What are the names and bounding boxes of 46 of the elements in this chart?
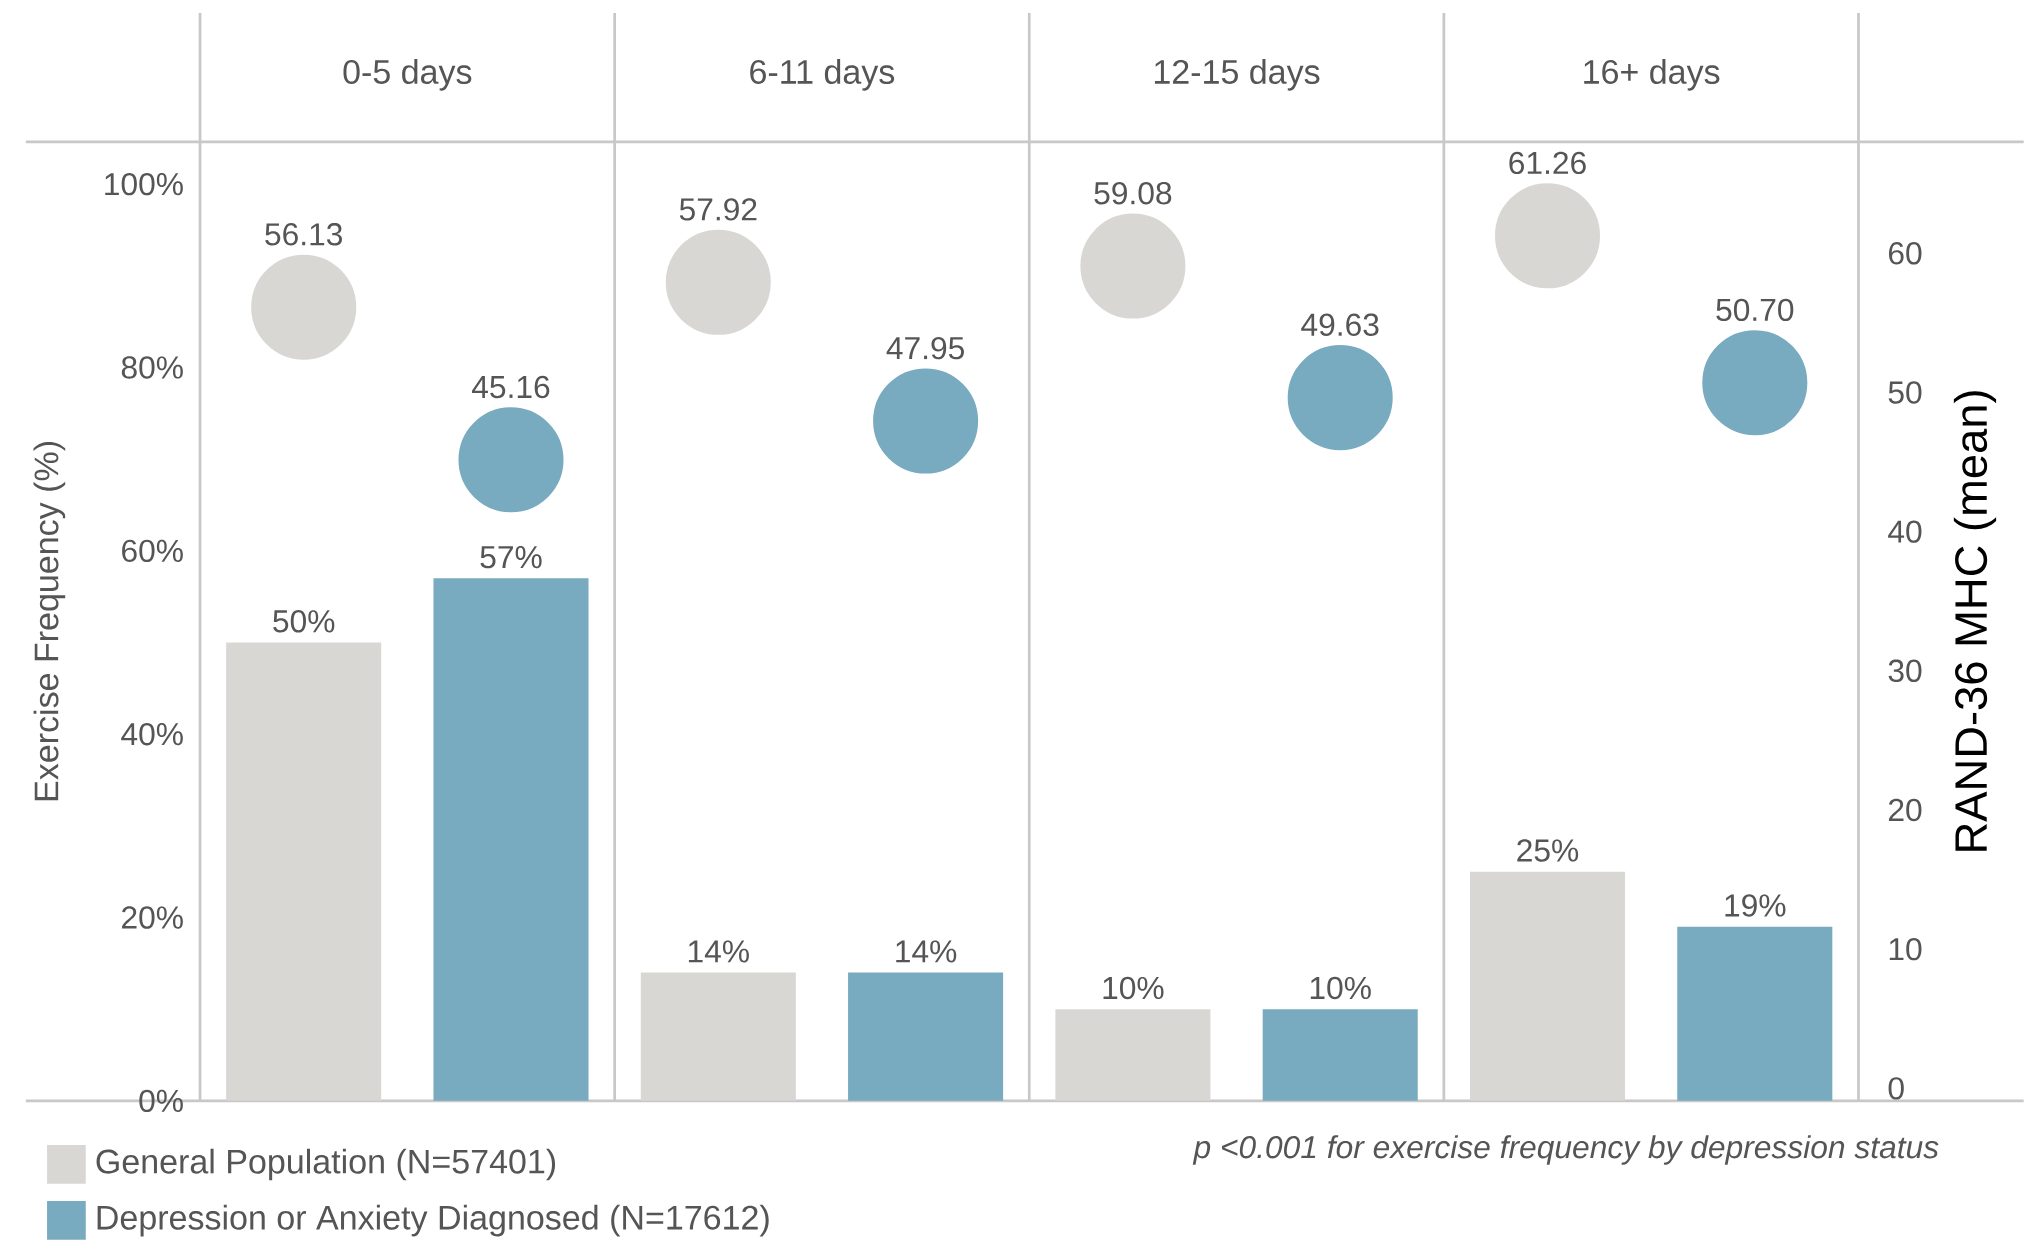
y2-tick-label: 30 [1888,659,1922,682]
data-label: 10% [1103,976,1164,1000]
x-tick-label: 6-11 days [750,58,895,91]
y-tick-label: 40% [121,722,183,746]
data-label: 25% [1517,839,1579,862]
data-label: 50.70 [1716,298,1794,321]
data-label: 47.95 [886,336,964,360]
bar [1677,926,1833,1101]
y2-tick-label: 0 [1888,1076,1904,1100]
data-label: 14% [688,940,749,963]
y-tick-label: 20% [122,906,183,929]
bar [1055,1009,1211,1101]
legend-label: General Population (N=57401) [96,1148,556,1181]
data-label: 19% [1725,894,1786,917]
x-tick-label: 16+ days [1584,58,1720,91]
bar [1262,1009,1418,1101]
bar [1469,871,1626,1101]
bar [640,972,796,1101]
data-label: 56.13 [265,222,342,246]
x-tick-label: 0-5 days [343,58,472,91]
bar [433,578,589,1101]
data-label: 61.26 [1509,151,1586,174]
y2-axis-title: RAND-36 MHC (mean) [1953,391,1997,851]
data-label: 57% [480,545,542,569]
data-label: 59.08 [1094,181,1172,205]
y-axis-title: Exercise Frequency (%) [33,441,66,800]
y2-tick-label: 10 [1889,937,1922,961]
y2-tick-label: 40 [1888,520,1922,543]
data-label: 10% [1310,976,1371,1000]
x-tick-label: 12-15 days [1154,58,1320,91]
legend-label: Depression or Anxiety Diagnosed (N=17612) [97,1204,769,1237]
y-tick-label: 80% [121,356,183,379]
bar [226,642,382,1101]
data-label: 49.63 [1301,313,1379,336]
y2-tick-label: 60 [1889,241,1922,265]
y-tick-label: 0% [139,1089,183,1112]
data-label: 45.16 [471,375,550,399]
y2-tick-label: 50 [1888,381,1922,404]
y-tick-label: 60% [122,539,183,562]
bar [848,972,1004,1101]
data-label: 14% [896,940,957,963]
data-label: 57.92 [679,198,757,221]
y-tick-label: 100% [105,172,183,196]
text: p <0.001 for exercise frequency by depression status [1192,1134,1939,1165]
y2-tick-label: 20 [1888,798,1922,822]
data-label: 50% [273,609,335,633]
